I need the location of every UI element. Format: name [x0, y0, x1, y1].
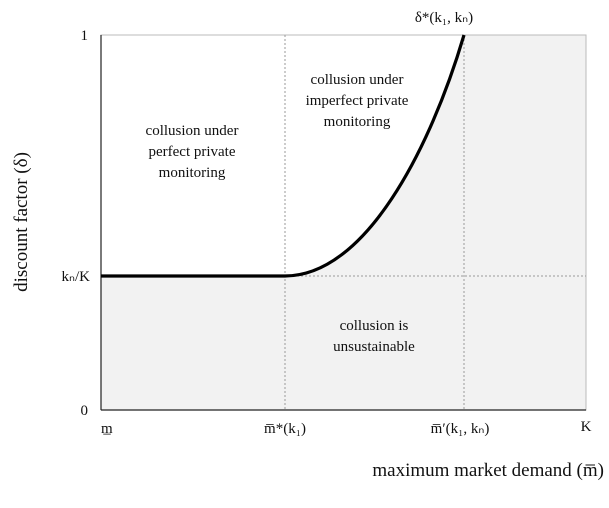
- region-label: perfect private: [148, 144, 235, 160]
- region-label: unsustainable: [333, 339, 415, 355]
- y-tick-label: 0: [81, 403, 89, 419]
- shaded-region: [101, 35, 586, 410]
- y-axis-title: discount factor (δ): [11, 152, 32, 292]
- y-tick-label: kₙ/K: [62, 269, 91, 285]
- region-label: monitoring: [159, 165, 226, 181]
- region-label: collusion under: [146, 123, 239, 139]
- region-label: collusion is: [340, 318, 409, 334]
- region-label: imperfect private: [306, 93, 409, 109]
- threshold-curve: [101, 34, 466, 278]
- region-labels: collusion under perfect private monitoring…: [146, 72, 416, 355]
- y-tick-label: 1: [81, 28, 89, 44]
- x-tick-label: m̅*(k₁): [264, 421, 306, 437]
- curve-label: δ*(k₁, kₙ): [415, 10, 473, 26]
- region-label: collusion under: [311, 72, 404, 88]
- x-tick-label: K: [581, 419, 592, 435]
- x-tick-label: m̅′(k₁, kₙ): [431, 421, 490, 437]
- x-axis-title: maximum market demand (m̅): [372, 460, 604, 481]
- region-label: monitoring: [324, 114, 391, 130]
- x-tick-label: m̲: [101, 421, 113, 437]
